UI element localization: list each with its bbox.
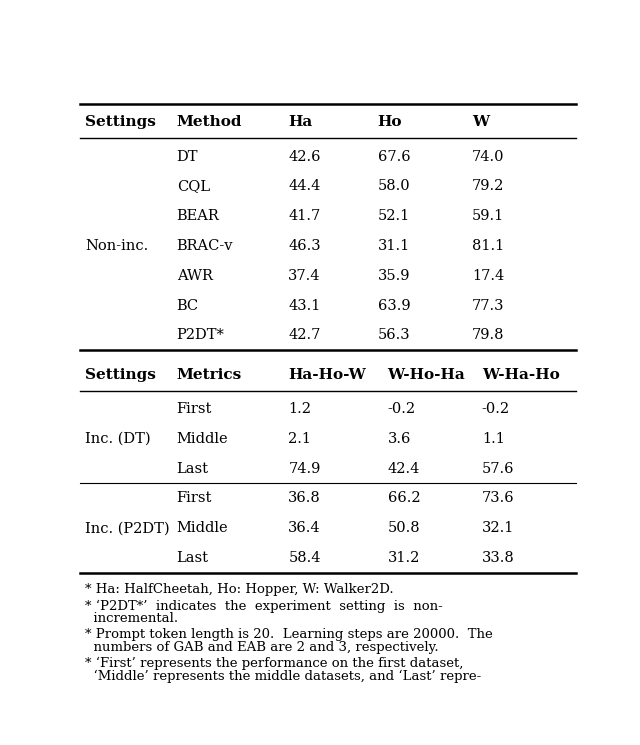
Text: -0.2: -0.2 [388,402,415,416]
Text: 56.3: 56.3 [378,329,410,343]
Text: 81.1: 81.1 [472,239,504,253]
Text: 36.4: 36.4 [288,522,321,535]
Text: DT: DT [177,150,198,163]
Text: First: First [177,402,212,416]
Text: 43.1: 43.1 [288,299,321,313]
Text: 67.6: 67.6 [378,150,410,163]
Text: 66.2: 66.2 [388,492,420,505]
Text: 79.8: 79.8 [472,329,504,343]
Text: BRAC-v: BRAC-v [177,239,233,253]
Text: numbers of GAB and EAB are 2 and 3, respectively.: numbers of GAB and EAB are 2 and 3, resp… [85,641,438,653]
Text: 74.0: 74.0 [472,150,504,163]
Text: * Ha: HalfCheetah, Ho: Hopper, W: Walker2D.: * Ha: HalfCheetah, Ho: Hopper, W: Walker… [85,583,394,596]
Text: Last: Last [177,551,209,565]
Text: 3.6: 3.6 [388,432,411,446]
Text: 57.6: 57.6 [482,462,515,475]
Text: 31.1: 31.1 [378,239,410,253]
Text: 63.9: 63.9 [378,299,410,313]
Text: 37.4: 37.4 [288,269,321,283]
Text: W-Ho-Ha: W-Ho-Ha [388,367,465,381]
Text: -0.2: -0.2 [482,402,510,416]
Text: BEAR: BEAR [177,209,220,224]
Text: 31.2: 31.2 [388,551,420,565]
Text: 52.1: 52.1 [378,209,410,224]
Text: 41.7: 41.7 [288,209,321,224]
Text: 1.2: 1.2 [288,402,311,416]
Text: Settings: Settings [85,115,156,129]
Text: * ‘P2DT*’  indicates  the  experiment  setting  is  non-: * ‘P2DT*’ indicates the experiment setti… [85,600,443,612]
Text: Inc. (P2DT): Inc. (P2DT) [85,522,170,535]
Text: Ho: Ho [378,115,402,129]
Text: * Prompt token length is 20.  Learning steps are 20000.  The: * Prompt token length is 20. Learning st… [85,628,493,641]
Text: 32.1: 32.1 [482,522,514,535]
Text: 42.4: 42.4 [388,462,420,475]
Text: 77.3: 77.3 [472,299,504,313]
Text: * ‘First’ represents the performance on the first dataset,: * ‘First’ represents the performance on … [85,657,463,670]
Text: incremental.: incremental. [85,612,178,625]
Text: CQL: CQL [177,180,210,194]
Text: Metrics: Metrics [177,367,242,381]
Text: 42.6: 42.6 [288,150,321,163]
Text: W: W [472,115,489,129]
Text: Last: Last [177,462,209,475]
Text: Ha: Ha [288,115,312,129]
Text: 17.4: 17.4 [472,269,504,283]
Text: Middle: Middle [177,522,228,535]
Text: Method: Method [177,115,242,129]
Text: 58.0: 58.0 [378,180,410,194]
Text: BC: BC [177,299,199,313]
Text: Inc. (DT): Inc. (DT) [85,432,150,446]
Text: 59.1: 59.1 [472,209,504,224]
Text: Settings: Settings [85,367,156,381]
Text: ‘Middle’ represents the middle datasets, and ‘Last’ repre-: ‘Middle’ represents the middle datasets,… [85,669,481,682]
Text: 1.1: 1.1 [482,432,504,446]
Text: 74.9: 74.9 [288,462,321,475]
Text: 36.8: 36.8 [288,492,321,505]
Text: 73.6: 73.6 [482,492,515,505]
Text: 44.4: 44.4 [288,180,321,194]
Text: 35.9: 35.9 [378,269,410,283]
Text: 2.1: 2.1 [288,432,311,446]
Text: 33.8: 33.8 [482,551,515,565]
Text: Non-inc.: Non-inc. [85,239,148,253]
Text: P2DT*: P2DT* [177,329,225,343]
Text: 42.7: 42.7 [288,329,321,343]
Text: 50.8: 50.8 [388,522,420,535]
Text: Ha-Ho-W: Ha-Ho-W [288,367,366,381]
Text: 46.3: 46.3 [288,239,321,253]
Text: 58.4: 58.4 [288,551,321,565]
Text: First: First [177,492,212,505]
Text: Middle: Middle [177,432,228,446]
Text: AWR: AWR [177,269,212,283]
Text: W-Ha-Ho: W-Ha-Ho [482,367,559,381]
Text: 79.2: 79.2 [472,180,504,194]
